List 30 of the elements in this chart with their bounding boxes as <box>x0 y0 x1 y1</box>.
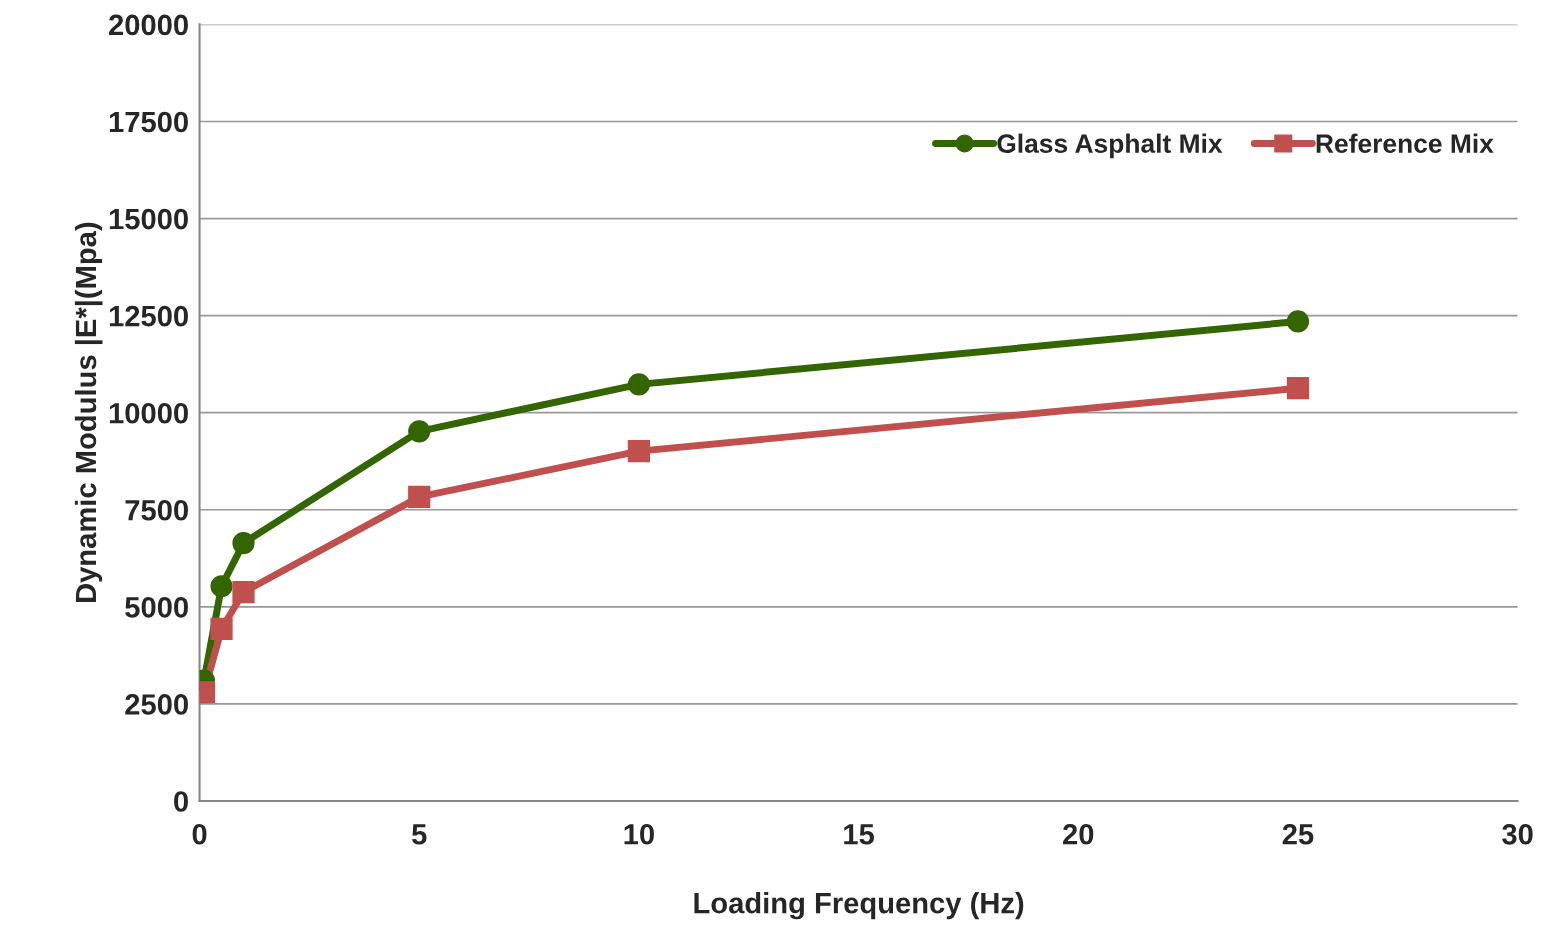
point <box>408 420 431 443</box>
y-tick-label: 10000 <box>109 402 188 424</box>
legend-label: Reference Mix <box>1316 133 1494 153</box>
y-tick-label: 12500 <box>109 305 188 327</box>
x-tick-label: 5 <box>412 824 427 845</box>
point <box>210 617 233 641</box>
y-tick-label: 7500 <box>125 499 188 521</box>
point <box>627 440 651 463</box>
x-tick-label: 15 <box>844 824 874 845</box>
y-tick-label: 0 <box>174 791 188 812</box>
y-axis-title: Dynamic Modulus |E*|(Mpa) <box>74 222 103 603</box>
y-tick-label: 5000 <box>125 597 188 618</box>
point <box>232 532 255 555</box>
x-tick-label: 20 <box>1063 823 1094 845</box>
point <box>408 485 431 509</box>
x-tick-label: 0 <box>192 823 207 845</box>
point <box>232 580 255 604</box>
x-axis-title: Loading Frequency (Hz) <box>694 892 1024 920</box>
x-tick-label: 30 <box>1502 823 1533 845</box>
legend-label: Glass Asphalt Mix <box>997 133 1223 159</box>
x-tick-label: 10 <box>624 823 654 845</box>
y-tick-label: 2500 <box>125 694 188 715</box>
point <box>1286 377 1310 400</box>
point <box>1286 310 1310 333</box>
point <box>627 373 651 396</box>
y-tick-label: 20000 <box>109 14 188 36</box>
point <box>210 575 233 598</box>
x-tick-label: 25 <box>1282 823 1314 845</box>
y-tick-label: 15000 <box>109 208 188 230</box>
y-tick-label: 17500 <box>109 111 188 133</box>
